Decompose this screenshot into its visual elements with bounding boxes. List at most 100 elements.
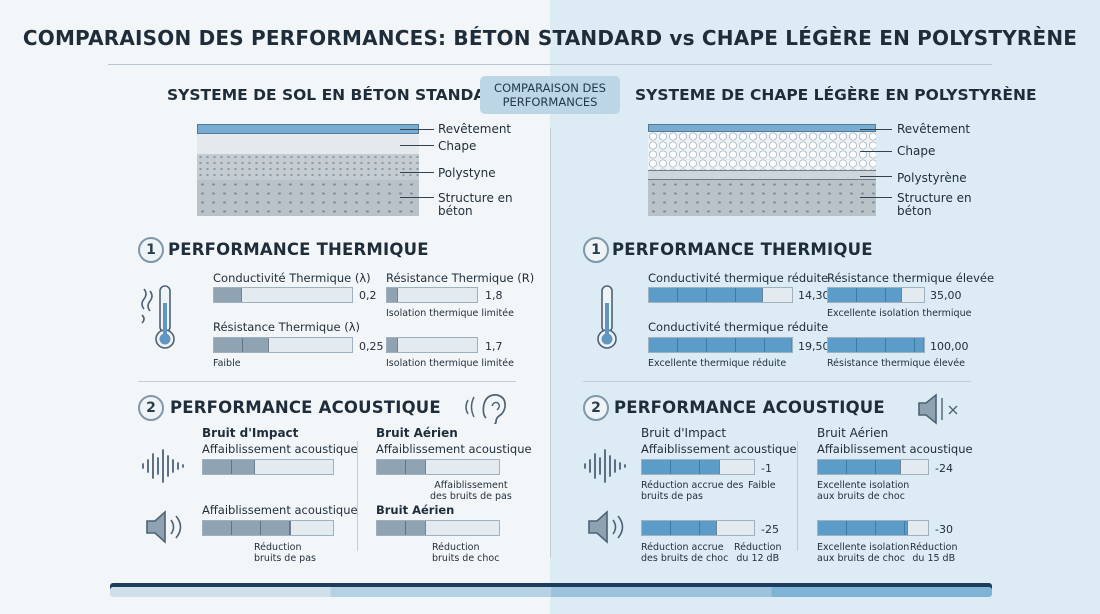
right-metric-2-note: Excellente isolation thermique — [827, 308, 972, 319]
right-impact-bar-2 — [641, 520, 755, 536]
right-airborne-value-2: -30 — [935, 523, 953, 536]
note-line: Réduction — [432, 542, 480, 553]
right-acoustic-heading: PERFORMANCE ACOUSTIQUE — [614, 398, 885, 417]
left-impact-sub-2: Affaiblissement acoustique — [202, 503, 358, 517]
leader-line — [860, 129, 892, 130]
left-impact-bar-1 — [202, 459, 334, 475]
right-airborne-value-1: -24 — [935, 462, 953, 475]
bar-fill — [214, 338, 270, 352]
note-line: Réduction — [734, 542, 782, 553]
note-line: bruits de pas — [254, 553, 316, 564]
note-line: des bruits de pas — [430, 491, 512, 502]
speaker-icon — [588, 510, 624, 544]
right-airborne-note-2a: Excellente isolation aux bruits de choc — [817, 542, 909, 564]
right-metric-4-note: Résistance thermique élevée — [827, 358, 965, 369]
left-thermal-heading: PERFORMANCE THERMIQUE — [168, 240, 429, 259]
concrete-cross-section — [197, 124, 419, 216]
left-metric-1-label: Conductivité Thermique (λ) — [213, 271, 371, 285]
badge-line-1: COMPARAISON DES — [494, 81, 606, 95]
leader-line — [400, 129, 434, 130]
right-airborne-sub: Affaiblissement acoustique — [817, 442, 973, 456]
bar-fill — [818, 521, 909, 535]
layer-bead-screed — [648, 132, 876, 170]
right-impact-note-1a: Réduction accrue des bruits de pas — [641, 480, 743, 502]
right-impact-title: Bruit d'Impact — [641, 426, 727, 440]
column-separator — [550, 128, 551, 558]
bar-fill — [203, 521, 292, 535]
left-metric-1-bar — [213, 287, 353, 303]
left-airborne-sub: Affaiblissement acoustique — [376, 442, 532, 456]
layer-label-screed: Chape — [438, 139, 477, 153]
right-metric-4-value: 100,00 — [930, 340, 969, 353]
speaker-icon — [146, 510, 182, 544]
right-thermal-heading: PERFORMANCE THERMIQUE — [612, 240, 873, 259]
layer-screed — [197, 134, 419, 154]
left-column-heading: SYSTEME DE SOL EN BÉTON STANDARD — [167, 86, 511, 104]
right-metric-3-value: 19,50 — [798, 340, 830, 353]
layer-polystyrene — [197, 154, 419, 180]
right-acoustic-number: 2 — [583, 395, 609, 421]
layer-covering — [197, 124, 419, 134]
note-line: des bruits de choc — [641, 553, 729, 564]
left-metric-4-bar — [386, 337, 478, 353]
left-acoustic-heading: PERFORMANCE ACOUSTIQUE — [170, 398, 441, 417]
page-title: COMPARAISON DES PERFORMANCES: BÉTON STAN… — [22, 26, 1078, 50]
note-line: du 12 dB — [736, 553, 780, 564]
right-metric-2-value: 35,00 — [930, 289, 962, 302]
right-metric-2-label: Résistance thermique élevée — [827, 271, 995, 285]
bar-fill — [377, 460, 426, 474]
right-impact-value-1: -1 — [761, 462, 772, 475]
layer-label-structure: Structure en — [438, 191, 513, 205]
note-line: Réduction — [910, 542, 958, 553]
note-line: Réduction — [254, 542, 302, 553]
right-metric-4-bar — [827, 337, 925, 353]
note-line: du 15 dB — [912, 553, 956, 564]
bar-fill — [642, 521, 718, 535]
right-metric-1-value: 14,30 — [798, 289, 830, 302]
right-thermal-number: 1 — [583, 237, 609, 263]
note-line: bruits de choc — [432, 553, 500, 564]
column-divider — [797, 441, 798, 551]
bar-fill — [203, 460, 255, 474]
note-line: aux bruits de choc — [817, 553, 905, 564]
left-thermal-number: 1 — [138, 237, 164, 263]
right-metric-3-bar — [648, 337, 793, 353]
right-metric-3-note: Excellente thermique réduite — [648, 358, 787, 369]
right-airborne-bar-1 — [817, 459, 929, 475]
left-metric-4-value: 1,7 — [485, 340, 503, 353]
left-metric-2-bar — [386, 287, 478, 303]
section-divider — [583, 381, 971, 382]
layer-label-covering: Revêtement — [438, 122, 512, 136]
bar-fill — [387, 338, 398, 352]
left-metric-2-value: 1,8 — [485, 289, 503, 302]
bar-fill — [649, 288, 764, 302]
layer-label-screed: Chape — [897, 144, 936, 158]
layer-covering — [648, 124, 876, 132]
section-divider — [138, 381, 516, 382]
right-airborne-note-2b: Réduction du 15 dB — [910, 542, 958, 564]
note-line: Excellente isolation — [817, 480, 910, 491]
left-metric-4-note: Isolation thermique limitée — [386, 358, 514, 369]
badge-line-2: PERFORMANCES — [502, 95, 598, 109]
right-metric-3-label: Conductivité thermique réduite — [648, 320, 829, 334]
right-impact-note-2a: Réduction accrue des bruits de choc — [641, 542, 728, 564]
column-divider — [357, 441, 358, 551]
polystyrene-screed-cross-section — [648, 124, 876, 216]
ear-icon — [465, 394, 506, 424]
layer-label-covering: Revêtement — [897, 122, 971, 136]
leader-line — [860, 176, 892, 177]
left-impact-bar-2 — [202, 520, 334, 536]
left-metric-2-note: Isolation thermique limitée — [386, 308, 514, 319]
layer-label-structure-2: béton — [897, 204, 932, 218]
leader-line — [860, 197, 892, 198]
left-metric-3-note: Faible — [213, 358, 241, 369]
right-impact-sub: Affaiblissement acoustique — [641, 442, 797, 456]
bar-fill — [642, 460, 721, 474]
right-metric-1-bar — [648, 287, 793, 303]
left-impact-sub: Affaiblissement acoustique — [202, 442, 358, 456]
left-impact-note: Réduction bruits de pas — [254, 542, 316, 564]
left-metric-3-label: Résistance Thermique (λ) — [213, 320, 361, 334]
bar-fill — [387, 288, 398, 302]
left-metric-3-value: 0,25 — [359, 340, 384, 353]
right-impact-note-2b: Réduction du 12 dB — [734, 542, 782, 564]
